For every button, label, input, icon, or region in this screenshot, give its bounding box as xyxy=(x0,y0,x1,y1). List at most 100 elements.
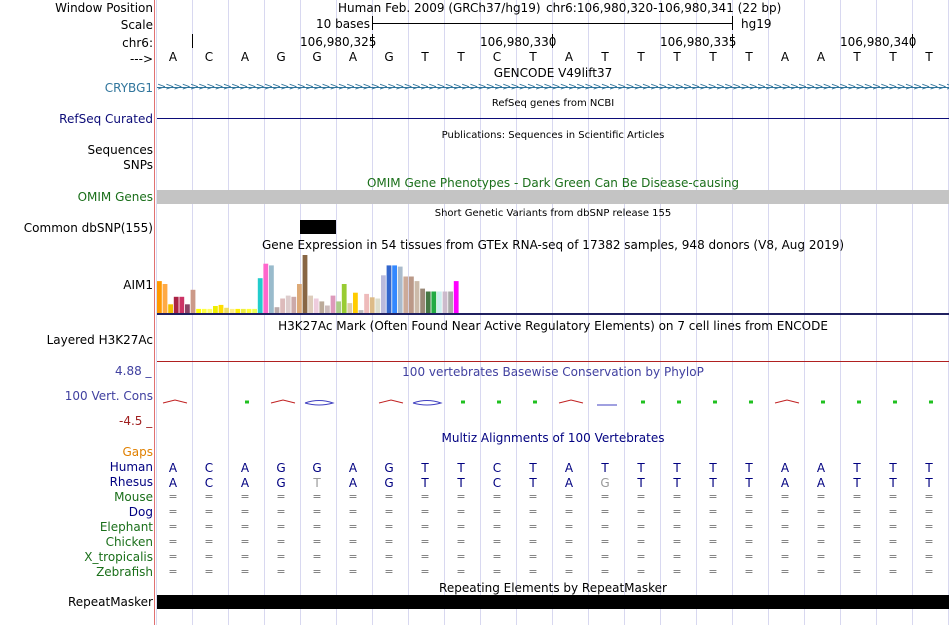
base-letter: T xyxy=(421,50,429,64)
aligned-base: T xyxy=(745,476,753,490)
gtex-tissue-bar[interactable] xyxy=(190,289,196,313)
gtex-tissue-bar[interactable] xyxy=(425,291,431,314)
gtex-tissue-bar[interactable] xyxy=(347,303,353,313)
species-label[interactable]: X_tropicalis xyxy=(84,550,153,564)
species-label[interactable]: Dog xyxy=(128,505,153,519)
gtex-tissue-bar[interactable] xyxy=(263,263,269,313)
gtex-tissue-bar[interactable] xyxy=(381,275,386,313)
gtex-tissue-bar[interactable] xyxy=(196,308,201,313)
gtex-tissue-bar[interactable] xyxy=(285,295,291,313)
gtex-tissue-bar[interactable] xyxy=(246,308,252,313)
gtex-tissue-bar[interactable] xyxy=(364,293,369,313)
gtex-tissue-bar[interactable] xyxy=(409,276,414,314)
gtex-tissue-bar[interactable] xyxy=(313,298,319,314)
gtex-tissue-bar[interactable] xyxy=(358,310,364,313)
species-label[interactable]: Human xyxy=(109,460,153,474)
gencode-gene-label[interactable]: CRYBG1 xyxy=(104,81,153,95)
dbsnp-variant[interactable] xyxy=(300,220,336,234)
gtex-tissue-bar[interactable] xyxy=(257,278,263,313)
gtex-tissue-bar[interactable] xyxy=(397,266,403,313)
gtex-tissue-bar[interactable] xyxy=(420,288,425,313)
gtex-tissue-bar[interactable] xyxy=(308,295,313,313)
gtex-tissue-bar[interactable] xyxy=(280,298,285,314)
gtex-tissue-bar[interactable] xyxy=(185,304,190,313)
grid-line xyxy=(768,0,769,625)
grid-line xyxy=(948,0,949,625)
gtex-tissue-bar[interactable] xyxy=(369,297,375,313)
phylop-score-mark xyxy=(412,400,443,406)
gtex-tissue-bar[interactable] xyxy=(431,291,437,314)
base-letter: T xyxy=(889,50,897,64)
aligned-base: G xyxy=(384,476,394,490)
species-label[interactable]: Chicken xyxy=(105,535,153,549)
gtex-label[interactable]: AIM1 xyxy=(123,278,153,292)
gtex-tissue-bar[interactable] xyxy=(235,308,241,313)
repeatmasker-label[interactable]: RepeatMasker xyxy=(67,595,153,609)
publications-label-line2[interactable]: SNPs xyxy=(123,158,153,172)
omim-label[interactable]: OMIM Genes xyxy=(77,190,153,204)
aligned-match: = xyxy=(852,565,862,578)
repeatmasker-feature[interactable] xyxy=(157,595,949,609)
gtex-tissue-bar[interactable] xyxy=(330,295,336,313)
gtex-tissue-bar[interactable] xyxy=(168,304,173,313)
gtex-tissue-bar[interactable] xyxy=(229,308,235,313)
gtex-tissue-bar[interactable] xyxy=(319,301,325,313)
species-label[interactable]: Rhesus xyxy=(109,475,153,489)
gtex-tissue-bar[interactable] xyxy=(241,308,246,313)
gtex-tissue-bar[interactable] xyxy=(341,284,347,313)
gtex-tissue-bar[interactable] xyxy=(302,255,308,313)
gtex-tissue-bar[interactable] xyxy=(414,281,420,313)
gtex-tissue-bar[interactable] xyxy=(453,281,459,313)
omim-feature[interactable] xyxy=(157,190,949,204)
base-letter: A xyxy=(240,50,250,64)
gtex-tissue-bar[interactable] xyxy=(353,292,358,313)
gtex-tissue-bar[interactable] xyxy=(162,284,168,313)
gtex-expression-chart[interactable] xyxy=(157,253,949,313)
gtex-tissue-bar[interactable] xyxy=(157,281,162,313)
refseq-gene-feature[interactable] xyxy=(157,118,949,119)
phylop-score-mark xyxy=(162,399,188,404)
publications-label-line1[interactable]: Sequences xyxy=(87,143,153,157)
gtex-tissue-bar[interactable] xyxy=(448,291,453,314)
aligned-base: A xyxy=(348,476,358,490)
aligned-match: = xyxy=(492,490,502,503)
window-position-label: Window Position xyxy=(55,1,153,15)
gtex-tissue-bar[interactable] xyxy=(213,306,218,313)
base-letter: A xyxy=(168,50,178,64)
gtex-tissue-bar[interactable] xyxy=(274,307,280,313)
h3k27ac-label[interactable]: Layered H3K27Ac xyxy=(46,333,153,347)
species-label[interactable]: Elephant xyxy=(99,520,153,534)
phylop-signal[interactable] xyxy=(157,395,949,411)
aligned-match: = xyxy=(564,520,574,533)
gtex-tissue-bar[interactable] xyxy=(207,308,213,313)
gtex-tissue-bar[interactable] xyxy=(437,291,442,314)
gtex-tissue-bar[interactable] xyxy=(403,276,409,314)
gtex-tissue-bar[interactable] xyxy=(201,308,207,313)
position-text[interactable]: chr6:106,980,320-106,980,341 (22 bp) xyxy=(546,1,782,15)
gtex-tissue-bar[interactable] xyxy=(386,265,392,313)
dbsnp-label[interactable]: Common dbSNP(155) xyxy=(23,221,153,235)
gtex-tissue-bar[interactable] xyxy=(442,291,448,314)
gtex-tissue-bar[interactable] xyxy=(224,307,229,313)
species-label[interactable]: Mouse xyxy=(114,490,153,504)
gtex-tissue-bar[interactable] xyxy=(173,296,179,313)
gtex-tissue-bar[interactable] xyxy=(375,298,381,314)
coord-tick xyxy=(552,34,553,48)
refseq-label[interactable]: RefSeq Curated xyxy=(59,112,153,126)
phylop-label[interactable]: 100 Vert. Cons xyxy=(64,389,153,403)
gtex-tissue-bar[interactable] xyxy=(179,296,185,313)
gtex-tissue-bar[interactable] xyxy=(252,308,257,313)
gtex-tissue-bar[interactable] xyxy=(269,265,274,313)
gtex-tissue-bar[interactable] xyxy=(291,296,297,313)
gtex-tissue-bar[interactable] xyxy=(336,301,341,313)
gtex-tissue-bar[interactable] xyxy=(218,304,224,313)
gtex-tissue-bar[interactable] xyxy=(392,265,397,313)
aligned-base: T xyxy=(925,461,933,475)
aligned-base: T xyxy=(889,476,897,490)
aligned-base: T xyxy=(457,461,465,475)
gtex-tissue-bar[interactable] xyxy=(325,305,330,314)
gencode-gene-feature[interactable]: >>>>>>>>>>>>>>>>>>>>>>>>>>>>>>>>>>>>>>>>… xyxy=(157,80,949,94)
gtex-tissue-bar[interactable] xyxy=(297,284,302,313)
species-label[interactable]: Zebrafish xyxy=(96,565,153,579)
gaps-label[interactable]: Gaps xyxy=(122,445,153,459)
